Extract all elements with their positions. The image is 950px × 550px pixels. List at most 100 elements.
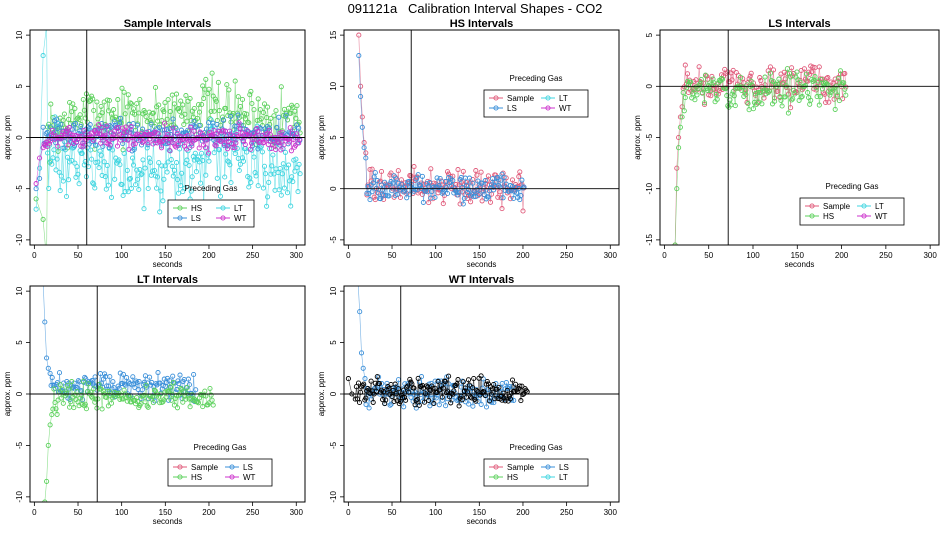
y-axis-label: approx. ppm (3, 371, 12, 416)
x-tick-label: 100 (429, 251, 443, 260)
data-point (832, 106, 838, 112)
data-point (214, 121, 220, 127)
data-point (270, 152, 276, 158)
y-tick-label: -10 (15, 491, 24, 503)
data-point (473, 398, 479, 404)
data-point (183, 396, 189, 402)
data-point (383, 192, 389, 199)
chart-panel: WT Intervals 0 50 100 150 200 250 300 -10 -5 0 5 10 s… (317, 274, 620, 526)
data-point (178, 98, 184, 104)
data-point (94, 99, 100, 105)
data-point (134, 101, 140, 107)
data-point (160, 198, 166, 204)
data-point (130, 374, 136, 380)
data-point (363, 155, 369, 161)
data-point (724, 93, 730, 99)
data-point (48, 101, 54, 107)
data-point (66, 177, 72, 183)
y-tick-label: 5 (645, 32, 654, 37)
legend-entry-label: LT (559, 94, 568, 103)
data-point (232, 78, 238, 84)
data-point (744, 99, 750, 105)
data-point (111, 107, 117, 113)
data-point (139, 171, 145, 177)
data-point (58, 395, 64, 401)
data-point (188, 188, 194, 194)
data-point (478, 169, 484, 175)
data-point (136, 378, 142, 385)
data-point (108, 194, 115, 200)
data-point (40, 53, 46, 59)
data-point (443, 403, 449, 409)
data-point (428, 380, 434, 386)
data-point (159, 117, 165, 124)
data-point (179, 170, 185, 176)
data-point (158, 145, 165, 151)
legend-entry-label: WT (234, 214, 247, 223)
legend: Preceding Gas Sample LS HS LT (483, 443, 589, 487)
legend-title: Preceding Gas (185, 184, 238, 193)
data-point (107, 374, 113, 380)
data-point (386, 193, 392, 199)
data-point (33, 196, 39, 202)
series-group (42, 286, 216, 502)
data-point (415, 375, 421, 381)
data-point (362, 376, 368, 382)
data-point (831, 96, 837, 102)
data-point (397, 194, 403, 201)
data-point (106, 383, 112, 389)
data-point (705, 87, 711, 93)
data-point (200, 404, 206, 410)
data-point (45, 365, 51, 371)
data-point (164, 126, 170, 133)
data-point (156, 124, 162, 130)
data-point (377, 196, 384, 202)
data-point (149, 168, 155, 174)
data-point (121, 89, 127, 95)
data-point (189, 392, 195, 398)
data-point (747, 73, 753, 79)
data-point (366, 387, 372, 393)
legend-entry-label: Sample (507, 463, 535, 472)
data-point (264, 203, 270, 209)
x-tick-label: 0 (346, 508, 351, 517)
data-point (485, 194, 491, 200)
data-point (103, 186, 109, 192)
data-point (674, 165, 680, 171)
data-point (54, 411, 60, 417)
data-point (108, 400, 115, 406)
data-point (252, 170, 258, 176)
data-point (408, 394, 414, 400)
data-point (437, 175, 443, 182)
x-tick-label: 250 (246, 508, 260, 517)
data-point (356, 53, 362, 59)
data-point (167, 109, 173, 115)
data-point (96, 122, 102, 128)
data-point (355, 380, 362, 386)
data-point (180, 399, 186, 405)
data-point (156, 160, 162, 166)
data-point (136, 186, 142, 193)
data-point (195, 400, 202, 406)
data-point (54, 156, 60, 162)
data-point (120, 371, 126, 377)
data-point (513, 185, 519, 191)
data-point (92, 142, 99, 148)
data-point (37, 155, 43, 161)
data-point (420, 199, 426, 205)
data-point (212, 142, 218, 148)
data-point (130, 106, 137, 112)
data-point (813, 85, 819, 91)
data-point (809, 69, 815, 75)
figure-title: 091121a Calibration Interval Shapes - CO… (347, 1, 603, 16)
data-point (202, 388, 208, 394)
data-point (165, 159, 171, 165)
data-point (121, 130, 127, 136)
data-point (240, 137, 246, 144)
data-point (478, 373, 484, 379)
data-point (118, 115, 124, 121)
data-point (808, 97, 814, 103)
data-point (356, 32, 362, 38)
data-point (276, 140, 282, 146)
data-point (260, 185, 266, 191)
